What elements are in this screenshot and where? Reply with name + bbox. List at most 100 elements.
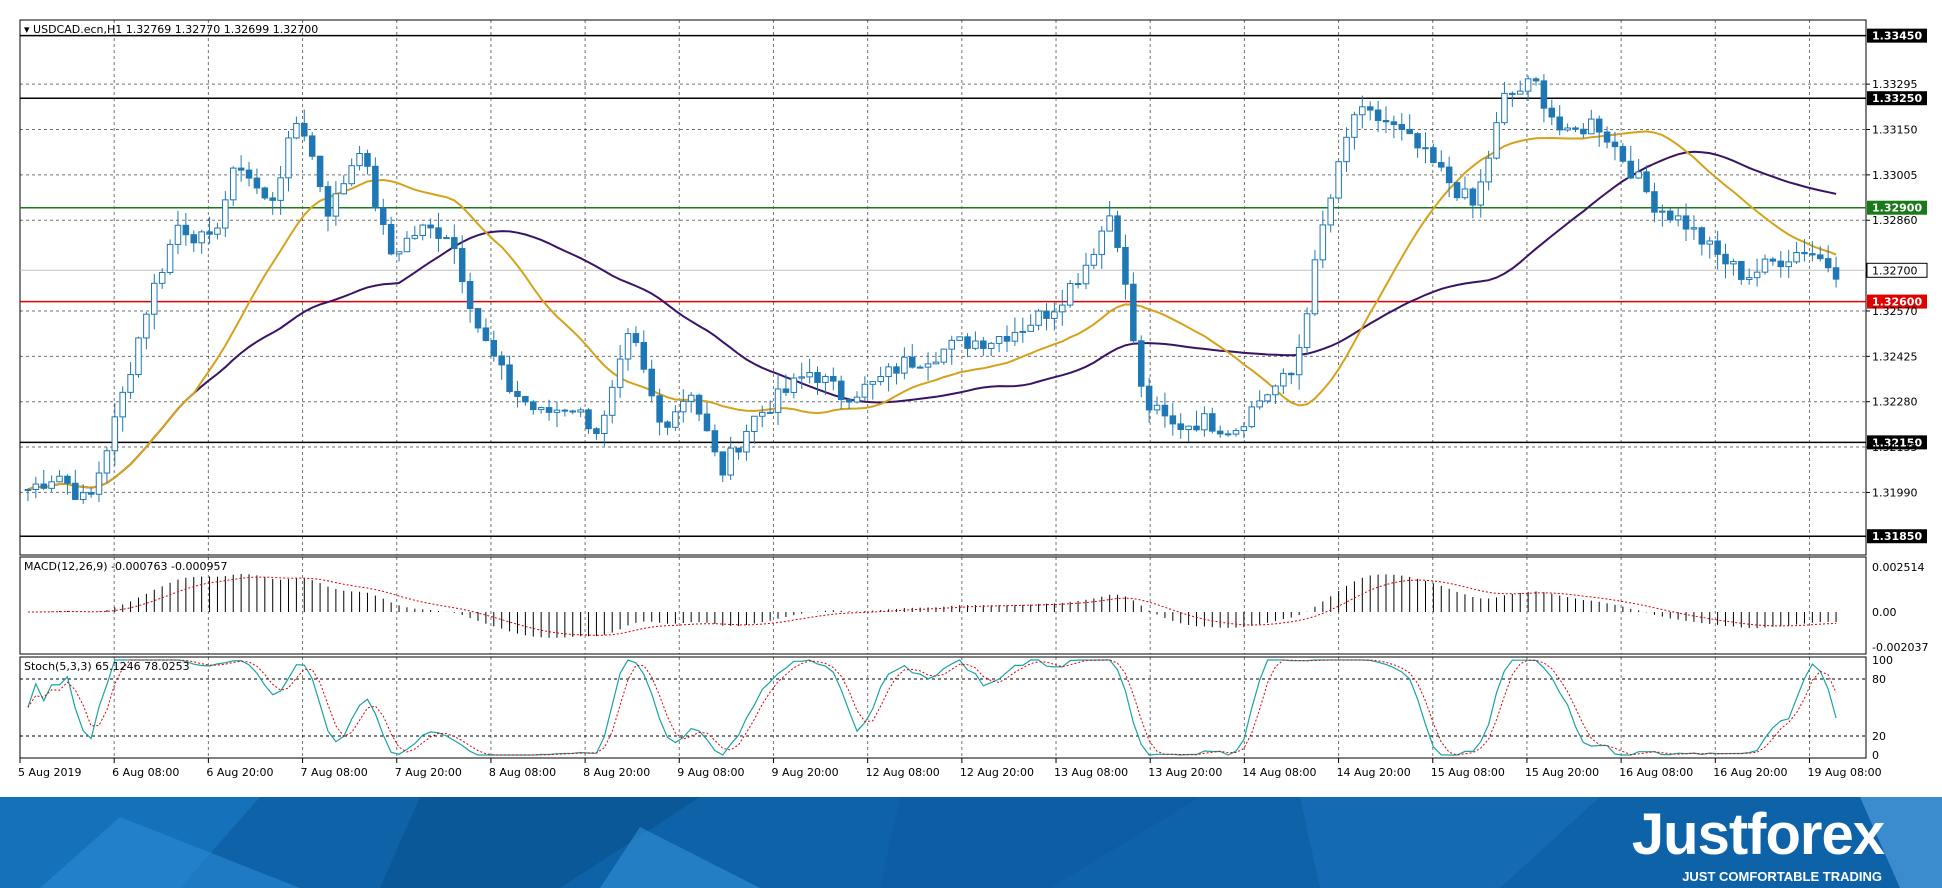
candle-body xyxy=(995,336,1003,344)
candle-body xyxy=(1003,336,1011,342)
candle-body xyxy=(364,153,371,167)
candle-body xyxy=(427,224,434,229)
candle-body xyxy=(1824,258,1832,269)
candle-body xyxy=(1280,372,1287,387)
stochastic-panel: 100 80 20 0 xyxy=(19,654,1893,762)
candle-body xyxy=(916,366,924,369)
time-label: 12 Aug 08:00 xyxy=(866,766,940,779)
candle-body xyxy=(964,336,971,349)
candle-body xyxy=(514,390,521,397)
candle-body xyxy=(103,450,111,474)
candle-body xyxy=(1548,107,1556,118)
level-tag xyxy=(1867,435,1927,450)
candle-body xyxy=(1137,340,1145,387)
candle-body xyxy=(324,186,332,217)
candle-body xyxy=(1698,227,1706,245)
time-label: 14 Aug 20:00 xyxy=(1337,766,1411,779)
candle-body xyxy=(806,372,813,378)
level-label: 1.32900 xyxy=(1872,202,1922,215)
candle-body xyxy=(222,199,229,229)
candle-body xyxy=(1272,385,1279,396)
candle-body xyxy=(1540,80,1548,109)
candle-body xyxy=(135,337,142,376)
candle-body xyxy=(261,187,269,199)
candle-body xyxy=(719,451,727,476)
candle-body xyxy=(1564,127,1571,131)
level-tag xyxy=(1867,294,1927,309)
candle-body xyxy=(206,231,213,235)
candle-body xyxy=(577,409,584,413)
candle-body xyxy=(624,333,632,360)
candle-body xyxy=(1832,267,1840,280)
candle-body xyxy=(956,336,963,341)
candle-body xyxy=(237,167,245,171)
time-label: 6 Aug 20:00 xyxy=(206,766,273,779)
candle-body xyxy=(1224,433,1232,436)
candle-body xyxy=(1588,118,1595,135)
candle-body xyxy=(545,407,553,413)
candle-body xyxy=(782,388,790,393)
candle-body xyxy=(1059,304,1066,313)
candle-body xyxy=(727,447,734,476)
time-label: 9 Aug 08:00 xyxy=(677,766,744,779)
candle-body xyxy=(1666,210,1674,221)
candle-body xyxy=(1501,92,1508,124)
candle-body xyxy=(174,224,182,245)
candle-body xyxy=(419,224,426,237)
candle-body xyxy=(166,243,174,273)
candle-body xyxy=(1019,330,1027,333)
candle-body xyxy=(1264,394,1271,402)
candle-body xyxy=(198,231,205,244)
candle-body xyxy=(1303,313,1311,348)
price-panel xyxy=(19,19,1867,556)
candle-body xyxy=(403,237,411,253)
candle-body xyxy=(703,413,711,432)
price-tick-label: 1.33005 xyxy=(1872,169,1918,182)
candle-body xyxy=(1477,181,1485,206)
candle-body xyxy=(616,358,624,388)
candle-body xyxy=(1122,246,1129,285)
candle-body xyxy=(1595,118,1603,133)
candle-body xyxy=(443,237,450,240)
candle-body xyxy=(269,197,276,201)
candle-body xyxy=(987,342,995,349)
candle-body xyxy=(1635,171,1642,179)
candle-body xyxy=(1524,78,1532,92)
candle-body xyxy=(1359,106,1366,116)
time-label: 7 Aug 20:00 xyxy=(395,766,462,779)
candle-body xyxy=(1738,260,1745,280)
level-label: 1.33250 xyxy=(1872,92,1922,105)
candle-body xyxy=(372,165,379,209)
candle-body xyxy=(553,409,561,413)
time-label: 8 Aug 20:00 xyxy=(583,766,650,779)
stoch-tick-label: 80 xyxy=(1872,673,1886,686)
level-label: 1.32150 xyxy=(1872,436,1922,449)
candle-body xyxy=(1027,324,1034,332)
candle-body xyxy=(498,355,505,366)
candle-body xyxy=(869,381,877,385)
candle-body xyxy=(348,165,355,185)
candle-body xyxy=(601,414,608,434)
candle-body xyxy=(648,368,655,397)
stoch-tick-label: 20 xyxy=(1872,730,1886,743)
time-label: 13 Aug 20:00 xyxy=(1148,766,1222,779)
candle-body xyxy=(214,227,221,235)
price-tick-label: 1.32860 xyxy=(1872,214,1918,227)
candle-body xyxy=(1295,346,1303,376)
candle-body xyxy=(1809,253,1816,256)
candle-body xyxy=(656,395,663,423)
time-axis: 5 Aug 2019 6 Aug 08:00 6 Aug 20:00 7 Aug 08… xyxy=(18,758,1882,779)
candle-body xyxy=(1603,131,1611,143)
candle-body xyxy=(1051,311,1058,319)
candle-body xyxy=(56,475,63,483)
candle-body xyxy=(332,193,340,217)
macd-label: MACD(12,26,9) -0.000763 -0.000957 xyxy=(24,560,227,573)
candle-body xyxy=(1682,215,1690,230)
candle-body xyxy=(751,415,758,432)
candle-body xyxy=(40,483,48,489)
macd-tick-label: 0.002514 xyxy=(1872,561,1925,574)
candle-body xyxy=(1714,240,1721,255)
candle-body xyxy=(95,472,103,495)
candle-body xyxy=(640,341,648,370)
candle-body xyxy=(316,155,324,188)
